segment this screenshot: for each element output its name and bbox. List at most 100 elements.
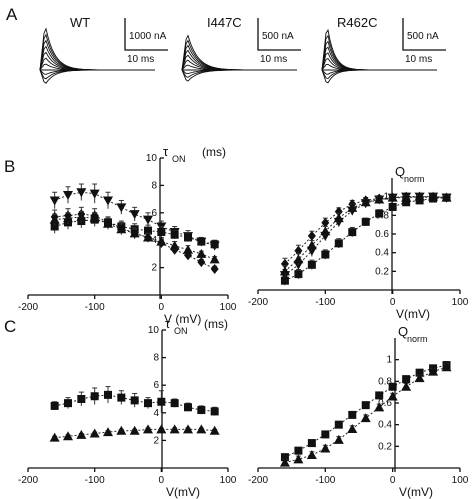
x-tick-label: -200 [18,302,38,313]
data-point-diamond [280,258,289,269]
y-tick-label: 0.4 [375,248,389,259]
data-point-triangle-down [103,196,113,206]
data-point-square [117,393,126,402]
data-point-triangle-up [116,224,127,234]
current-trace [321,28,437,71]
y-tick-label: 0.2 [375,266,389,277]
data-point-triangle-up [333,434,344,444]
data-point-square [90,392,99,401]
x-tick-label: 0 [390,297,396,308]
y-axis-symbol: τ [165,316,171,331]
data-point-triangle-up [441,192,452,202]
data-point-square [375,209,384,218]
current-scale-label: 1000 nA [129,31,167,42]
x-tick-label: -200 [248,475,268,486]
y-tick-label: 10 [146,153,158,164]
y-axis-subscript: ON [174,326,188,336]
trace-group-i447c: I447C 500 nA 10 ms [181,15,301,82]
x-tick-label: 0 [159,475,165,486]
data-point-triangle-down [49,196,60,206]
scale-bar [257,18,301,51]
x-tick-label: 100 [452,475,469,486]
data-point-triangle-up [279,266,290,276]
data-point-triangle-up [387,192,398,202]
data-point-square [402,375,411,384]
data-point-square [388,382,397,391]
x-tick-label: 0 [159,302,165,313]
data-point-triangle-up [103,427,113,437]
y-axis-subscript: norm [407,334,428,344]
time-scale-label: 10 ms [260,54,287,65]
data-point-triangle-up [401,381,412,391]
data-point-diamond [210,263,219,274]
data-point-triangle-up [414,373,425,383]
data-point-square [375,391,384,400]
data-point-square [348,228,357,237]
data-point-triangle-up [169,424,180,434]
y-tick-label: 4 [151,235,157,246]
series-triangle-up [49,210,220,264]
y-axis-subscript: norm [404,174,425,184]
data-point-triangle-up [320,226,331,236]
data-point-triangle-up [428,191,439,201]
current-scale-label: 500 nA [407,31,439,42]
trace-title: I447C [207,15,242,30]
data-point-triangle-up [306,240,317,250]
data-point-square [170,399,179,408]
data-point-triangle-up [306,450,317,459]
trace-title: R462C [337,15,377,30]
time-scale-label: 10 ms [405,54,432,65]
data-point-square [334,239,343,248]
data-point-square [321,250,330,259]
y-tick-label: 0.4 [378,420,392,431]
y-tick-label: 1 [383,192,389,203]
data-point-triangle-up [387,391,398,401]
panel-label-b: B [4,157,15,176]
y-tick-label: 2 [151,263,157,274]
data-point-square [361,401,370,410]
data-point-square [415,368,424,377]
trace-group-wt: WT 1000 nA 10 ms [39,15,168,84]
x-tick-label: -200 [248,297,268,308]
data-point-triangle-up [103,218,113,228]
data-point-triangle-up [279,457,290,467]
data-point-square [388,202,397,211]
data-point-triangle-up [414,191,425,201]
series-square [280,361,451,462]
x-tick-label: -100 [85,302,105,313]
x-axis-label: V(mV) [166,485,200,499]
y-tick-label: 0.6 [378,398,392,409]
data-point-triangle-up [333,213,344,223]
x-tick-label: 0 [390,475,396,486]
data-point-square [170,230,179,239]
series-square [50,386,219,416]
current-trace [181,64,297,71]
x-tick-label: -100 [85,475,105,486]
data-point-triangle-down [89,189,100,199]
data-point-square [104,390,112,399]
data-point-triangle-up [76,429,87,439]
data-point-triangle-down [63,190,73,200]
series-triangle-up [279,362,452,467]
plot-C-tau: -200 -100 0 100 2 4 6 8 10 τ ON (ms) V(mV) [18,316,237,499]
data-point-square [64,399,72,408]
current-trace [39,69,155,84]
data-point-square [210,240,219,249]
scale-bar [402,18,446,51]
data-point-diamond [321,217,330,228]
x-axis-label: V(mV) [399,485,433,499]
data-point-triangle-up [116,425,127,435]
data-point-square [210,407,219,416]
data-point-triangle-down [129,210,140,220]
data-point-square [77,395,86,403]
y-axis-symbol: Q [398,324,408,339]
data-point-triangle-up [293,454,304,464]
data-point-diamond [334,206,343,217]
data-point-square [348,410,357,419]
data-point-diamond [307,230,316,241]
data-point-square [280,453,289,462]
y-tick-label: 6 [153,380,159,391]
data-point-square [184,403,192,412]
